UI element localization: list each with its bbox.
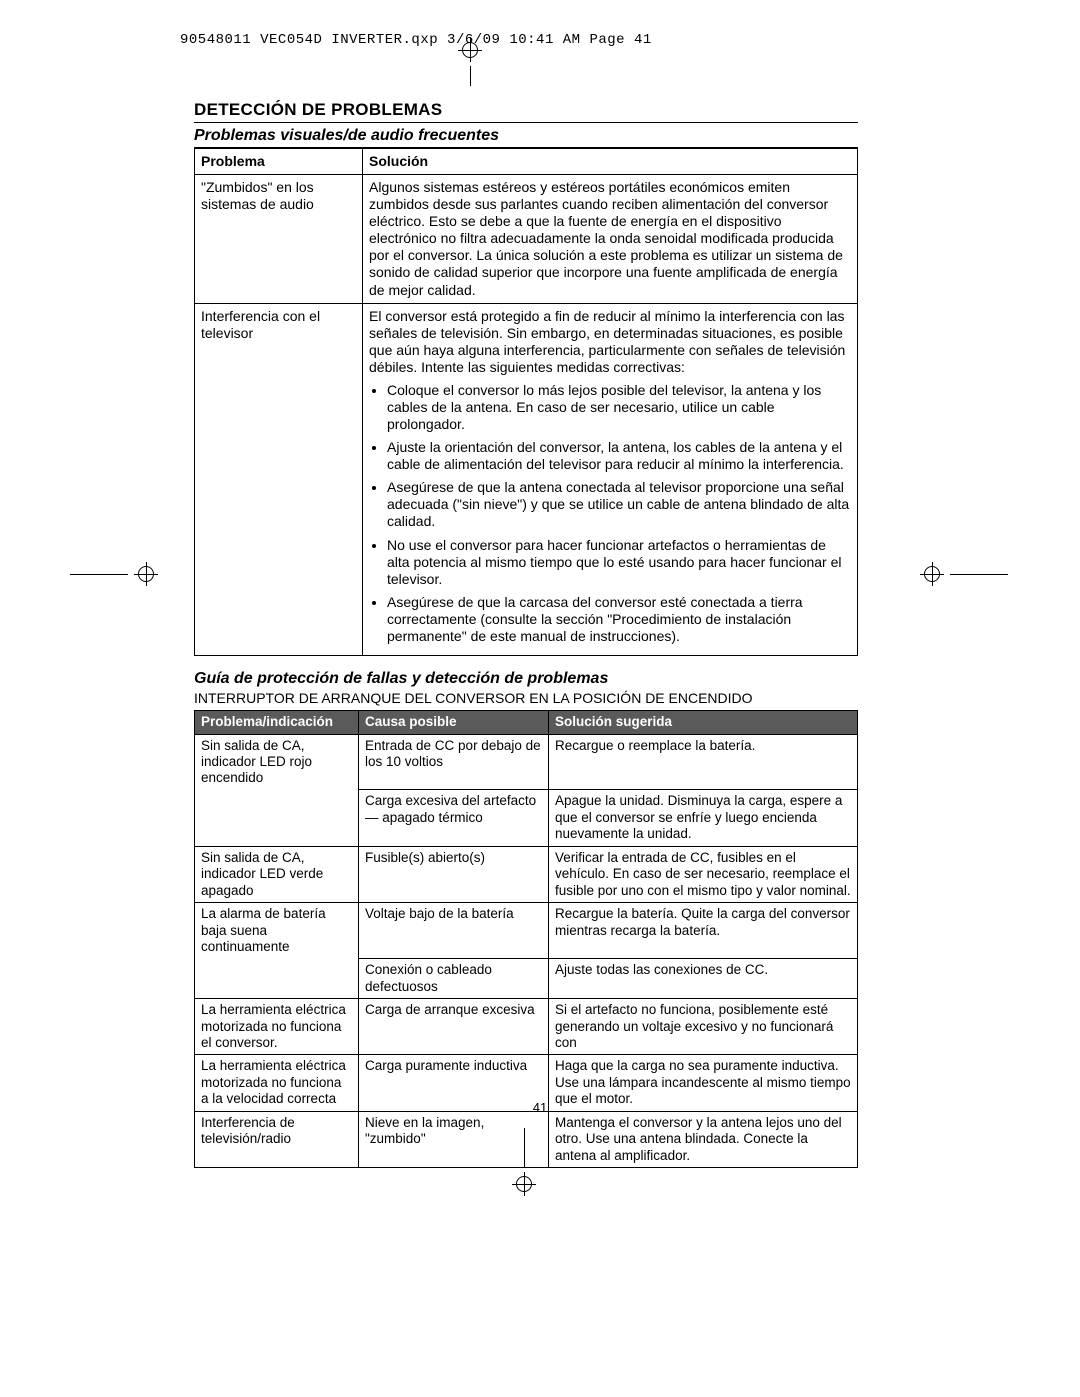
cell bbox=[195, 790, 359, 846]
table-header-row: Problema Solución bbox=[195, 149, 858, 175]
header-solucion: Solución bbox=[363, 149, 858, 175]
cell: Interferencia de televisión/radio bbox=[195, 1111, 359, 1167]
cell: Nieve en la imagen, "zumbido" bbox=[359, 1111, 549, 1167]
table2-subhead: INTERRUPTOR DE ARRANQUE DEL CONVERSOR EN… bbox=[194, 690, 858, 706]
cell-solucion: El conversor está protegido a fin de red… bbox=[363, 303, 858, 655]
troubleshooting-table-1: Problema Solución "Zumbidos" en los sist… bbox=[194, 148, 858, 656]
list-item: Asegúrese de que la antena conectada al … bbox=[387, 479, 851, 530]
cell-problema: Interferencia con el televisor bbox=[195, 303, 363, 655]
cell: Verificar la entrada de CC, fusibles en … bbox=[549, 846, 858, 902]
cell: Carga de arranque excesiva bbox=[359, 999, 549, 1055]
header-causa: Causa posible bbox=[359, 711, 549, 734]
list-item: Coloque el conversor lo más lejos posibl… bbox=[387, 382, 851, 433]
cell: Ajuste todas las conexiones de CC. bbox=[549, 959, 858, 999]
table2-subtitle: Guía de protección de fallas y detección… bbox=[194, 670, 858, 688]
registration-mark bbox=[458, 38, 482, 62]
list-item: Asegúrese de que la carcasa del converso… bbox=[387, 594, 851, 645]
header-problema-indicacion: Problema/indicación bbox=[195, 711, 359, 734]
list-item: No use el conversor para hacer funcionar… bbox=[387, 537, 851, 588]
cell: Voltaje bajo de la batería bbox=[359, 903, 549, 959]
table-row: Sin salida de CA, indicador LED verde ap… bbox=[195, 846, 858, 902]
table-row: Interferencia con el televisor El conver… bbox=[195, 303, 858, 655]
list-item: Ajuste la orientación del conversor, la … bbox=[387, 439, 851, 473]
header-solucion-sugerida: Solución sugerida bbox=[549, 711, 858, 734]
registration-mark bbox=[920, 562, 944, 586]
cell: Sin salida de CA, indicador LED verde ap… bbox=[195, 846, 359, 902]
table-row: Interferencia de televisión/radio Nieve … bbox=[195, 1111, 858, 1167]
page-number: 41 bbox=[0, 1100, 1080, 1115]
cell: Apague la unidad. Disminuya la carga, es… bbox=[549, 790, 858, 846]
cell-solucion: Algunos sistemas estéreos y estéreos por… bbox=[363, 175, 858, 304]
section-title: DETECCIÓN DE PROBLEMAS bbox=[194, 100, 858, 123]
cell: Si el artefacto no funciona, posiblement… bbox=[549, 999, 858, 1055]
cell: Entrada de CC por debajo de los 10 volti… bbox=[359, 734, 549, 790]
table-row: La herramienta eléctrica motorizada no f… bbox=[195, 999, 858, 1055]
table-row: La alarma de batería baja suena continua… bbox=[195, 903, 858, 959]
cell bbox=[195, 959, 359, 999]
crop-mark bbox=[950, 574, 1008, 575]
header-problema: Problema bbox=[195, 149, 363, 175]
table-header-row: Problema/indicación Causa posible Soluci… bbox=[195, 711, 858, 734]
registration-mark bbox=[134, 562, 158, 586]
document-page: 90548011 VEC054D INVERTER.qxp 3/6/09 10:… bbox=[0, 0, 1080, 1397]
cell: Conexión o cableado defectuosos bbox=[359, 959, 549, 999]
table-row: "Zumbidos" en los sistemas de audio Algu… bbox=[195, 175, 858, 304]
registration-mark bbox=[512, 1172, 536, 1196]
file-header: 90548011 VEC054D INVERTER.qxp 3/6/09 10:… bbox=[180, 32, 652, 48]
cell: Recargue o reemplace la batería. bbox=[549, 734, 858, 790]
cell: Fusible(s) abierto(s) bbox=[359, 846, 549, 902]
cell-problema: "Zumbidos" en los sistemas de audio bbox=[195, 175, 363, 304]
cell: La alarma de batería baja suena continua… bbox=[195, 903, 359, 959]
table1-subtitle: Problemas visuales/de audio frecuentes bbox=[194, 127, 858, 148]
cell: Mantenga el conversor y la antena lejos … bbox=[549, 1111, 858, 1167]
content-area: DETECCIÓN DE PROBLEMAS Problemas visuale… bbox=[194, 100, 858, 1168]
table-row: Carga excesiva del artefacto — apagado t… bbox=[195, 790, 858, 846]
intro-text: El conversor está protegido a fin de red… bbox=[369, 308, 845, 375]
cell: La herramienta eléctrica motorizada no f… bbox=[195, 999, 359, 1055]
cell: Recargue la batería. Quite la carga del … bbox=[549, 903, 858, 959]
table-row: Conexión o cableado defectuosos Ajuste t… bbox=[195, 959, 858, 999]
crop-mark bbox=[70, 574, 128, 575]
table-row: Sin salida de CA, indicador LED rojo enc… bbox=[195, 734, 858, 790]
cell: Carga excesiva del artefacto — apagado t… bbox=[359, 790, 549, 846]
crop-mark bbox=[470, 66, 471, 86]
cell: Sin salida de CA, indicador LED rojo enc… bbox=[195, 734, 359, 790]
bullet-list: Coloque el conversor lo más lejos posibl… bbox=[369, 382, 851, 645]
